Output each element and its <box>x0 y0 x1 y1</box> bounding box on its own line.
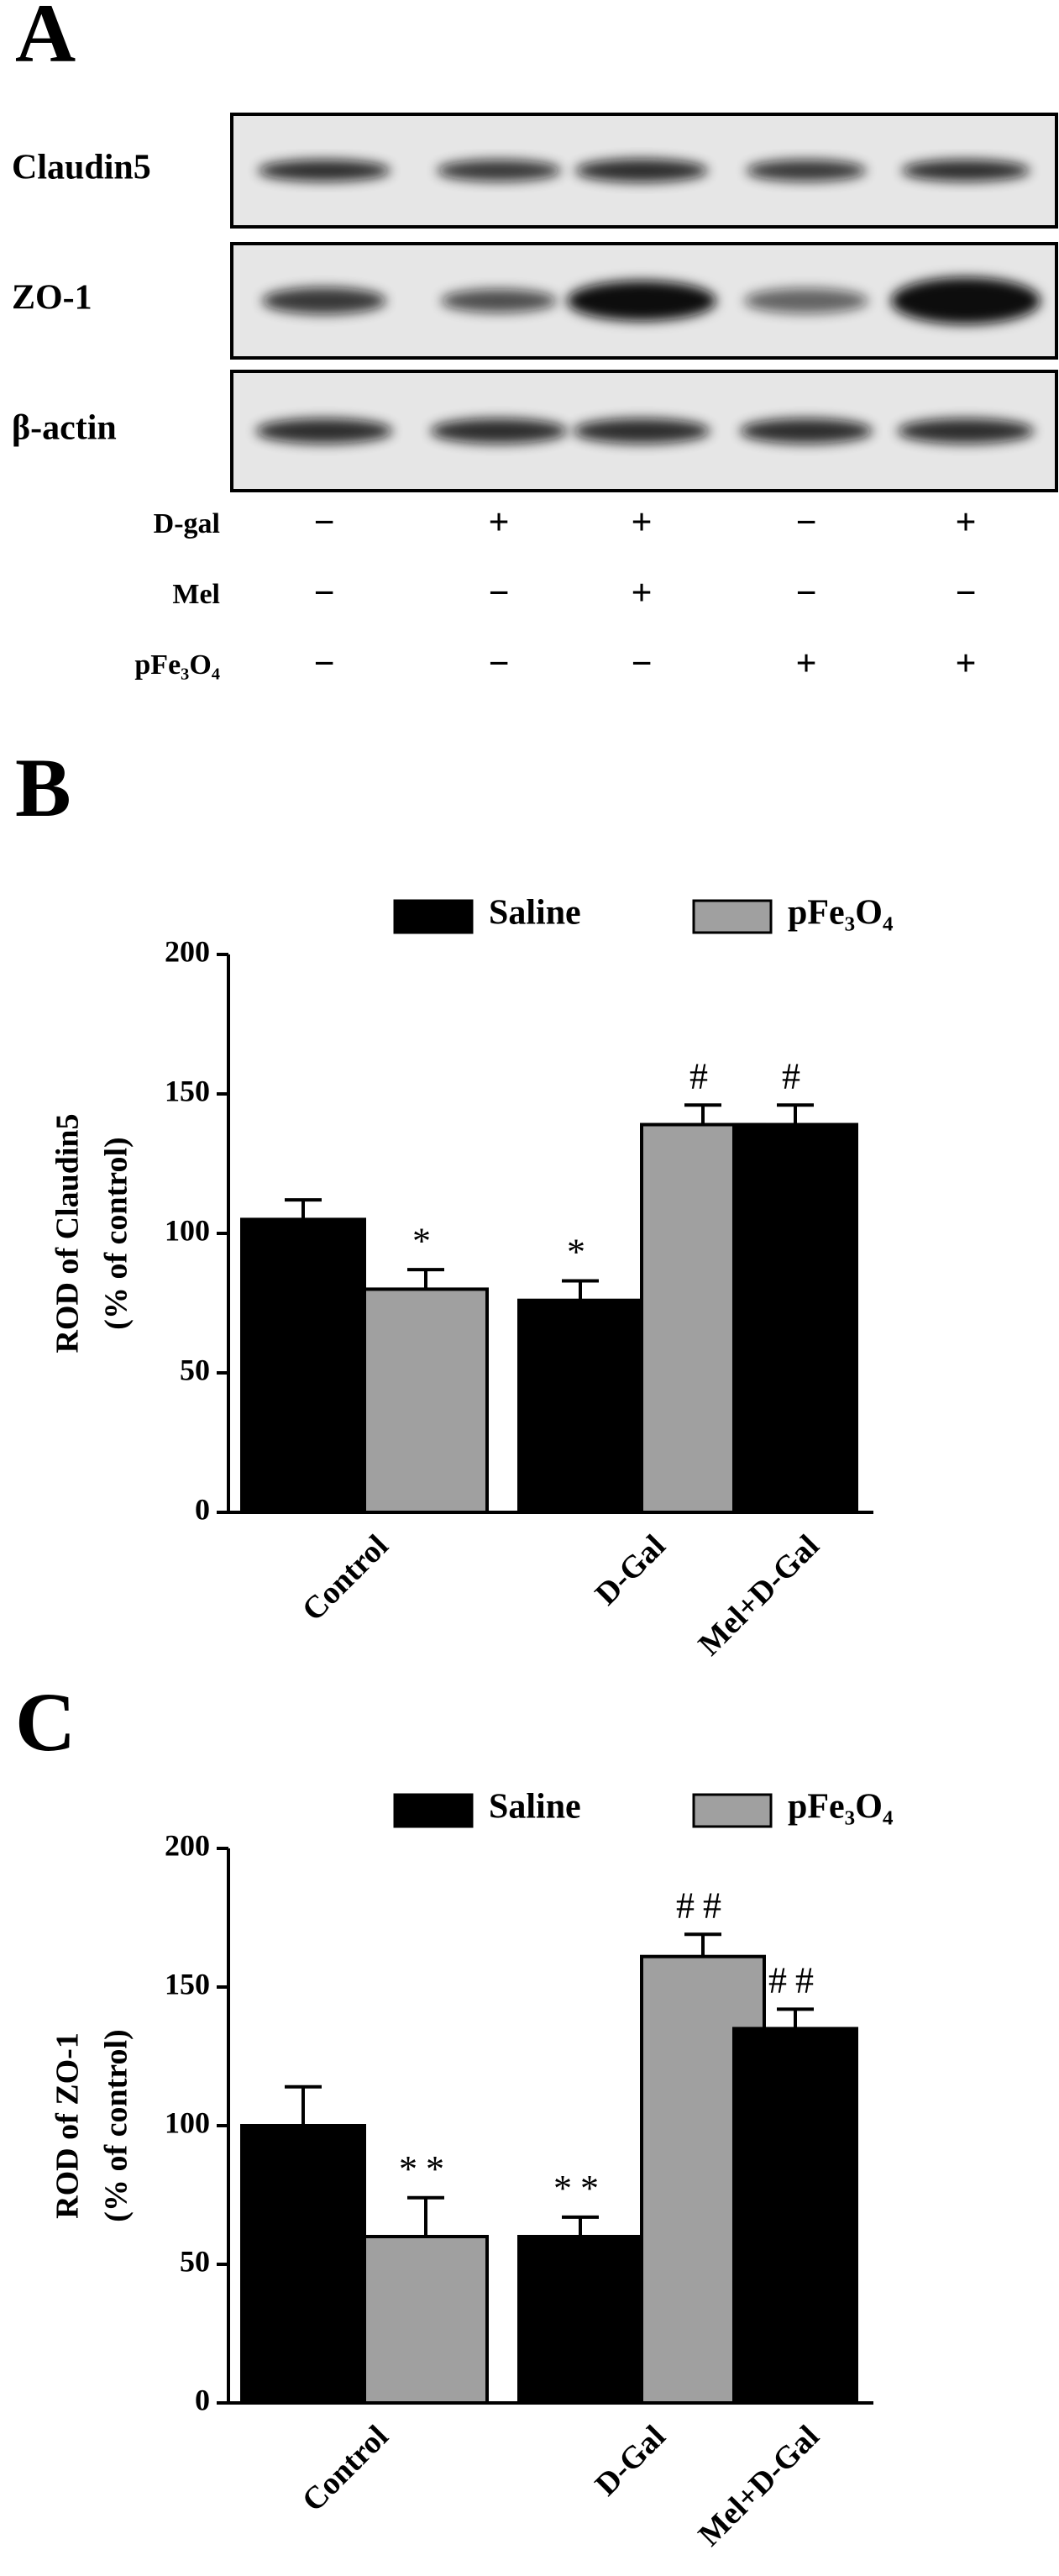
y-axis-label: ROD of ZO-1 <box>50 2032 86 2219</box>
y-tick-label: 50 <box>180 1353 210 1386</box>
y-tick-label: 100 <box>165 2105 210 2139</box>
bar <box>732 1122 858 1515</box>
treatment-sign: − <box>313 643 334 684</box>
significance-mark: ## <box>768 1959 822 2000</box>
treatment-sign: − <box>488 643 509 684</box>
blot-band <box>897 418 1035 444</box>
bar <box>517 1298 643 1515</box>
blot-band <box>567 281 716 321</box>
bar <box>240 2124 366 2405</box>
blot-row-label: ZO-1 <box>12 279 92 318</box>
treatment-sign: − <box>313 502 334 543</box>
legend-label: Saline <box>489 894 581 933</box>
bar <box>363 2235 489 2405</box>
significance-mark: * <box>412 1220 439 1261</box>
y-tick-label: 100 <box>165 1213 210 1247</box>
x-tick-label: D-Gal <box>589 1528 673 1612</box>
legend-label: pFe₃O₄ <box>788 1788 894 1827</box>
legend-label: Saline <box>489 1788 581 1827</box>
blot-band <box>437 160 561 181</box>
y-tick-label: 200 <box>165 934 210 968</box>
treatment-sign: − <box>631 643 652 684</box>
legend-swatch <box>692 1793 773 1828</box>
treatment-sign: − <box>795 572 816 613</box>
treatment-sign: + <box>955 502 976 543</box>
significance-mark: ## <box>676 1885 730 1926</box>
blot-band <box>255 418 393 444</box>
blot-band <box>441 289 557 313</box>
treatment-label: Mel <box>172 579 220 610</box>
blot-band <box>258 160 391 181</box>
blot-row-label: Claudin5 <box>12 149 151 187</box>
significance-mark: # <box>689 1055 716 1096</box>
blot-band <box>746 160 867 181</box>
blot-band <box>262 287 386 314</box>
legend-swatch <box>393 899 474 934</box>
treatment-sign: − <box>313 572 334 613</box>
y-tick-label: 150 <box>165 1074 210 1107</box>
treatment-sign: + <box>955 643 976 684</box>
y-tick-label: 50 <box>180 2244 210 2278</box>
treatment-sign: − <box>795 502 816 543</box>
blot-band <box>740 418 873 444</box>
legend-swatch <box>692 899 773 934</box>
legend-label: pFe₃O₄ <box>788 894 894 933</box>
treatment-sign: + <box>631 502 652 543</box>
significance-mark: ** <box>553 2168 607 2209</box>
blot-band <box>901 160 1030 181</box>
significance-mark: ** <box>399 2148 453 2190</box>
y-tick-label: 0 <box>195 1492 210 1526</box>
treatment-sign: + <box>631 572 652 613</box>
y-tick-label: 200 <box>165 1828 210 1862</box>
bar <box>732 2027 858 2405</box>
y-axis-label: (% of control) <box>99 1137 134 1329</box>
bar <box>240 1217 366 1515</box>
x-tick-label: Mel+D-Gal <box>692 2419 826 2553</box>
bar <box>363 1287 489 1515</box>
treatment-label: pFe₃O₄ <box>134 649 220 681</box>
blot-band <box>430 418 568 444</box>
panel-label: A <box>15 0 76 80</box>
significance-mark: # <box>782 1055 809 1096</box>
x-tick-label: D-Gal <box>589 2419 673 2503</box>
x-tick-label: Mel+D-Gal <box>692 1528 826 1663</box>
y-axis-label: ROD of Claudin5 <box>50 1113 86 1353</box>
blot-band <box>573 418 710 444</box>
blot-row-label: β-actin <box>12 409 117 448</box>
significance-mark: * <box>567 1232 594 1273</box>
panel-label: C <box>15 1675 76 1769</box>
blot-band <box>891 277 1041 324</box>
y-tick-label: 0 <box>195 2383 210 2416</box>
legend-swatch <box>393 1793 474 1828</box>
x-tick-label: Control <box>296 1528 396 1628</box>
treatment-sign: + <box>488 502 509 543</box>
bar <box>517 2235 643 2405</box>
treatment-sign: − <box>488 572 509 613</box>
panel-label: B <box>15 741 71 834</box>
y-axis-label: (% of control) <box>99 2029 134 2221</box>
treatment-sign: + <box>795 643 816 684</box>
blot-band <box>744 288 868 313</box>
treatment-sign: − <box>955 572 976 613</box>
y-tick-label: 150 <box>165 1967 210 2000</box>
blot-band <box>575 159 708 182</box>
x-tick-label: Control <box>296 2419 396 2519</box>
treatment-label: D-gal <box>154 508 220 539</box>
